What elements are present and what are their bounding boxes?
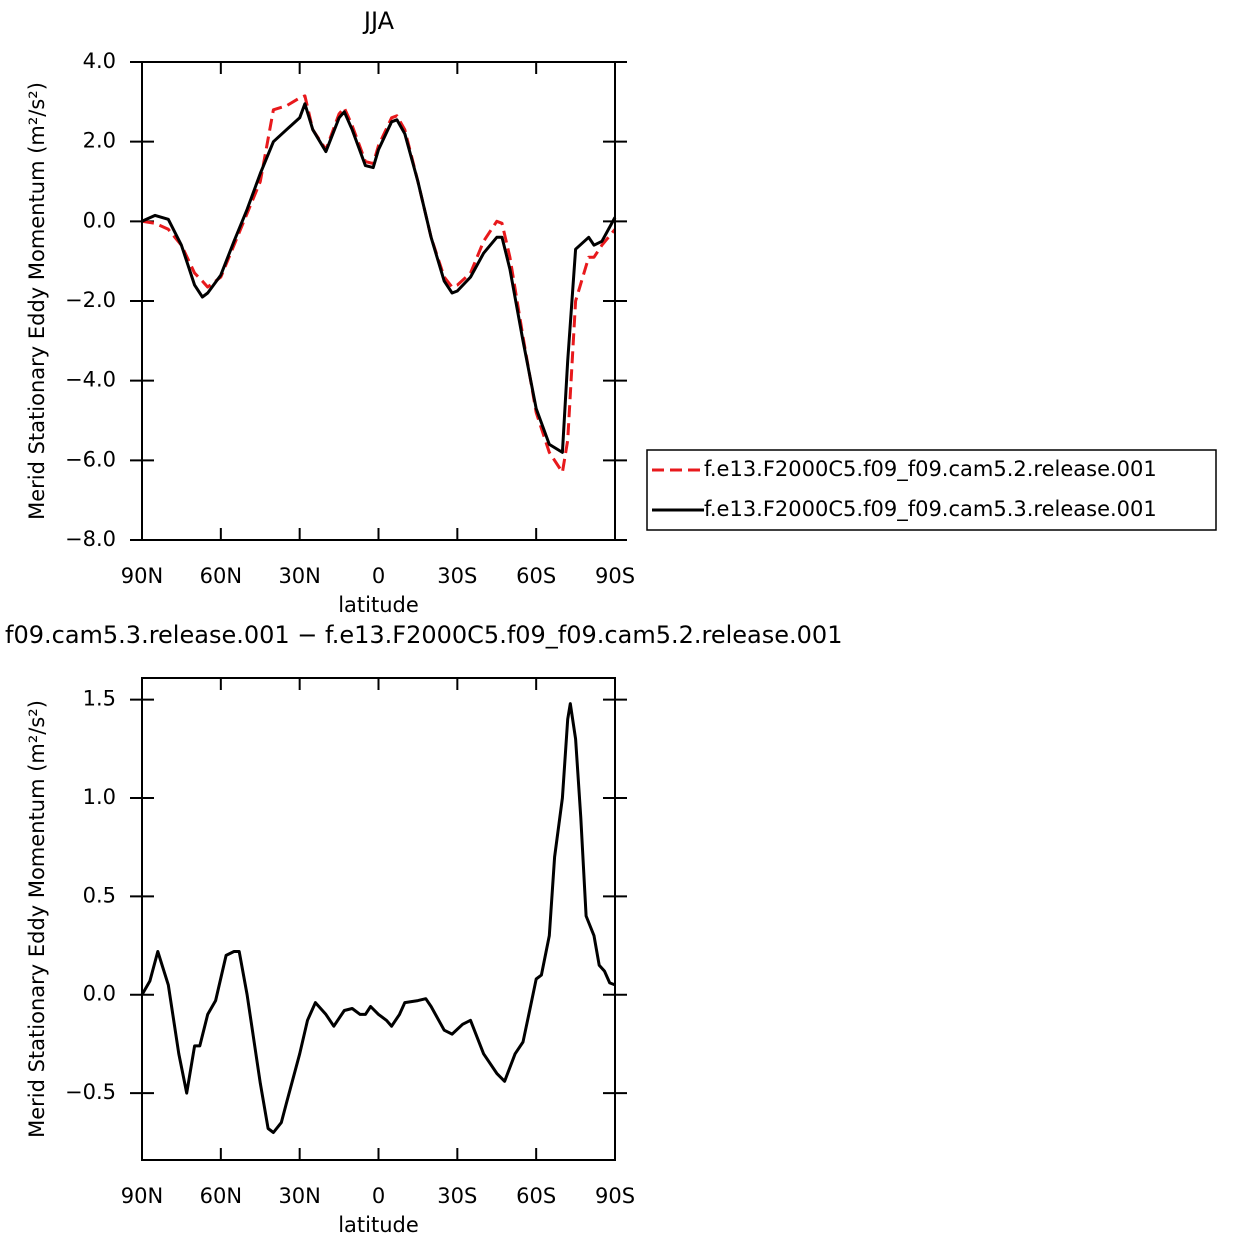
chart-title: f09.cam5.3.release.001 − f.e13.F2000C5.f… [5,621,842,649]
x-axis-label: latitude [338,1213,419,1237]
x-tick-label: 30N [278,564,320,588]
x-tick-label: 90S [595,564,635,588]
y-axis-label: Merid Stationary Eddy Momentum (m²/s²) [25,700,49,1138]
x-tick-label: 60N [200,1184,242,1208]
y-tick-label: 0.0 [83,982,116,1006]
y-tick-label: 0.5 [83,883,116,907]
y-tick-label: −2.0 [65,288,116,312]
y-tick-label: −4.0 [65,368,116,392]
legend-box [646,449,1217,531]
y-tick-label: 0.0 [83,208,116,232]
y-tick-label: 4.0 [83,49,116,73]
series-line [140,702,616,1134]
x-tick-label: 30S [437,1184,477,1208]
x-tick-label: 90N [121,1184,163,1208]
series-line [141,102,617,454]
x-tick-label: 0 [372,1184,385,1208]
x-tick-label: 90S [595,1184,635,1208]
y-tick-label: −8.0 [65,527,116,551]
legend-label: f.e13.F2000C5.f09_f09.cam5.3.release.001 [704,497,1157,522]
y-tick-label: 1.0 [83,785,116,809]
x-axis-label: latitude [338,593,419,617]
y-axis-label: Merid Stationary Eddy Momentum (m²/s²) [25,82,49,520]
y-tick-label: −0.5 [65,1080,116,1104]
plot-frame [141,677,616,1161]
x-tick-label: 30S [437,564,477,588]
x-tick-label: 0 [372,564,385,588]
y-tick-label: −6.0 [65,447,116,471]
chart-title: JJA [362,7,395,35]
x-tick-label: 60S [516,1184,556,1208]
legend-label: f.e13.F2000C5.f09_f09.cam5.2.release.001 [704,457,1157,482]
x-tick-label: 60S [516,564,556,588]
x-tick-label: 90N [121,564,163,588]
y-tick-label: 2.0 [83,129,116,153]
x-tick-label: 60N [200,564,242,588]
plot-frame [141,61,616,541]
x-tick-label: 30N [278,1184,320,1208]
y-tick-label: 1.5 [83,687,116,711]
